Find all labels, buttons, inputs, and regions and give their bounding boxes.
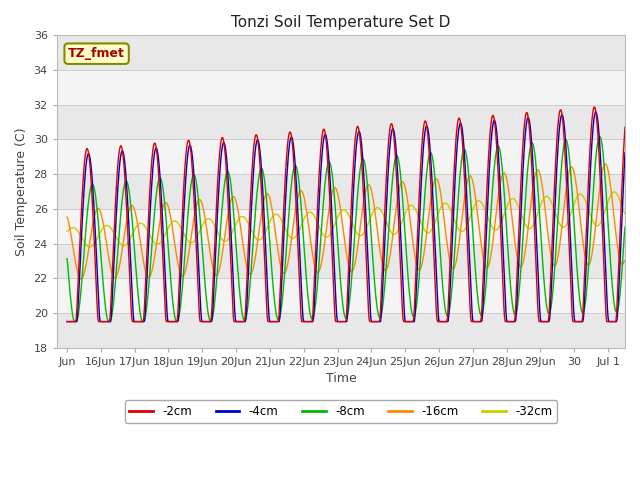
Bar [57, 313, 625, 348]
Bar [57, 36, 625, 70]
Title: Tonzi Soil Temperature Set D: Tonzi Soil Temperature Set D [231, 15, 451, 30]
Y-axis label: Soil Temperature (C): Soil Temperature (C) [15, 127, 28, 256]
Bar [57, 243, 625, 278]
Legend: -2cm, -4cm, -8cm, -16cm, -32cm: -2cm, -4cm, -8cm, -16cm, -32cm [125, 400, 557, 423]
Bar [57, 139, 625, 174]
Bar [57, 174, 625, 209]
Bar [57, 278, 625, 313]
Text: TZ_fmet: TZ_fmet [68, 47, 125, 60]
Bar [57, 105, 625, 139]
X-axis label: Time: Time [326, 372, 356, 385]
Bar [57, 209, 625, 243]
Bar [57, 70, 625, 105]
